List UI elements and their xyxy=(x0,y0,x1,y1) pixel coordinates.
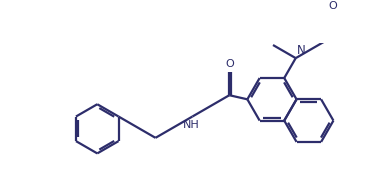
Text: NH: NH xyxy=(183,120,200,130)
Text: N: N xyxy=(296,44,305,57)
Text: O: O xyxy=(328,1,337,11)
Text: O: O xyxy=(225,59,234,69)
